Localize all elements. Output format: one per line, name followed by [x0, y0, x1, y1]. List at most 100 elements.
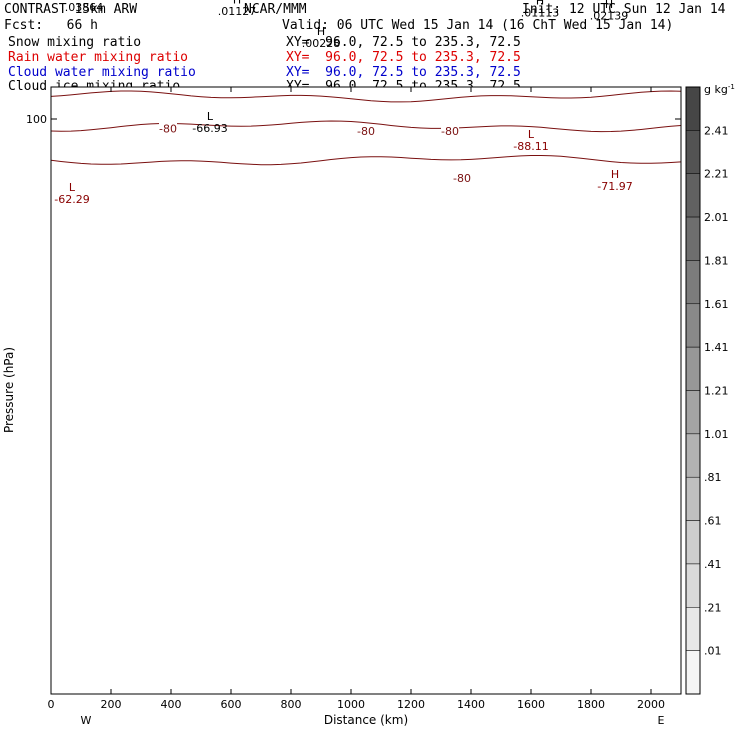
- init-time: Init: 12 UTC Sun 12 Jan 14: [522, 2, 726, 17]
- colorbar-tick-label: 2.01: [704, 211, 729, 224]
- colorbar-unit-base: g kg: [704, 83, 728, 96]
- x-tick-label: 1600: [517, 698, 545, 711]
- plot-frame: [50, 86, 682, 695]
- valid-time: Valid: 06 UTC Wed 15 Jan 14 (16 ChT Wed …: [282, 18, 674, 33]
- colorbar-tick-label: .21: [704, 601, 722, 614]
- colorbar-unit: g kg-1: [704, 83, 735, 96]
- west-endpoint: W: [81, 714, 92, 727]
- extremum-kind: H: [605, 0, 613, 11]
- y-tick-label: 100: [26, 113, 47, 126]
- colorbar-box: [685, 346, 701, 391]
- colorbar-tick-label: 1.41: [704, 341, 729, 354]
- colorbar-tick-label: 1.21: [704, 385, 729, 398]
- colorbar-frame: [685, 86, 701, 695]
- x-tick-label: 1200: [397, 698, 425, 711]
- colorbar-tick-label: 2.21: [704, 168, 729, 181]
- isotherm-label: -80: [453, 172, 471, 185]
- extremum-kind: H: [233, 0, 241, 6]
- extremum-value: .01113: [521, 7, 560, 20]
- field-rain-xy: XY= 96.0, 72.5 to 235.3, 72.5: [286, 50, 521, 65]
- colorbar-tick-label: .01: [704, 645, 722, 658]
- isotherm-label: -80: [159, 123, 177, 136]
- colorbar-box: [685, 216, 701, 261]
- x-tick-label: 200: [101, 698, 122, 711]
- extremum-value: -71.97: [597, 180, 632, 193]
- isotherm-line: [51, 120, 681, 133]
- extremum-kind: H: [536, 0, 544, 8]
- colorbar-tick-label: 1.61: [704, 298, 729, 311]
- extremum-kind: L: [528, 128, 535, 141]
- isotherm-line: [51, 155, 681, 166]
- colorbar-tick-label: .61: [704, 515, 722, 528]
- extremum-value: .00228: [302, 37, 341, 50]
- isotherm-label: -80: [441, 125, 459, 138]
- extremum-value: -66.93: [192, 122, 227, 135]
- isotherm-line: [51, 61, 681, 72]
- extremum-kind: L: [207, 110, 214, 123]
- colorbar-box: [685, 130, 701, 174]
- field-cloudwater-name: Cloud water mixing ratio: [8, 65, 196, 80]
- isotherm-line: [51, 90, 681, 103]
- x-tick-label: 1800: [577, 698, 605, 711]
- east-endpoint: E: [658, 714, 665, 727]
- x-tick-label: 1000: [337, 698, 365, 711]
- isotherm-label-bg: [453, 171, 471, 183]
- x-tick-label: 2000: [637, 698, 665, 711]
- isotherm-line: [51, 35, 681, 44]
- colorbar-tick-label: 2.41: [704, 124, 729, 137]
- colorbar-box: [685, 86, 701, 131]
- center-name: NCAR/MMM: [244, 2, 307, 17]
- colorbar-tick-label: .81: [704, 471, 722, 484]
- colorbar-box: [685, 650, 701, 695]
- extremum-kind: H: [80, 0, 88, 2]
- hydrometeor-contours: [60, 0, 681, 86]
- colorbar-box: [685, 520, 701, 565]
- colorbar-box: [685, 173, 701, 218]
- isotherm-label-bg: [357, 125, 375, 137]
- contour-labels: -80-80-80-80-50-50-50-40-40-40-30-30-30-…: [159, 122, 471, 185]
- colorbar-tick-label: 1.81: [704, 254, 729, 267]
- isotherm-line: [51, 15, 681, 24]
- x-axis-title: Distance (km): [324, 713, 408, 727]
- x-axis: 0 200 400 600 800 1000 1200 1400 1600 1800 2000: [48, 87, 665, 711]
- colorbar-tick-label: 1.01: [704, 428, 729, 441]
- extremum-kind: H: [317, 25, 325, 38]
- colorbar-box: [685, 563, 701, 608]
- colorbar-box: [685, 303, 701, 348]
- colorbar-box: [685, 390, 701, 435]
- colorbar-box: [685, 607, 701, 651]
- extrema-labels: L-62.29L-66.93L-88.11H-71.97H.03864H.011…: [54, 0, 632, 206]
- isotherm-label-bg: [441, 125, 459, 137]
- colorbar-box: [685, 433, 701, 478]
- y-axis-title: Pressure (hPa): [2, 347, 16, 433]
- extremum-value: -88.11: [513, 140, 548, 153]
- extremum-kind: L: [69, 181, 76, 194]
- x-tick-label: 600: [221, 698, 242, 711]
- colorbar: 2.41 2.21 2.01 1.81 1.61 1.41 1.21 1.01 .81 .61 .4…: [685, 83, 735, 695]
- isotherm-contours: [51, 15, 681, 166]
- field-snow-name: Snow mixing ratio: [8, 35, 142, 50]
- model-name: CONTRAST 15km ARW: [4, 2, 138, 17]
- colorbar-box: [685, 260, 701, 305]
- extremum-value: .02139: [590, 10, 629, 23]
- x-tick-label: 400: [161, 698, 182, 711]
- colorbar-unit-exp: -1: [728, 83, 735, 91]
- isotherm-label-bg: [159, 122, 177, 134]
- x-tick-label: 0: [48, 698, 55, 711]
- extremum-value: .01127: [218, 5, 257, 18]
- colorbar-box: [685, 476, 701, 521]
- forecast-hour: Fcst: 66 h: [4, 18, 98, 33]
- field-rain-name: Rain water mixing ratio: [8, 50, 189, 65]
- extremum-value: .03864: [65, 1, 104, 14]
- x-tick-label: 800: [281, 698, 302, 711]
- extremum-value: -62.29: [54, 193, 89, 206]
- x-tick-label: 1400: [457, 698, 485, 711]
- colorbar-tick-label: .41: [704, 558, 722, 571]
- isotherm-label: -80: [357, 125, 375, 138]
- field-snow-xy: XY= 96.0, 72.5 to 235.3, 72.5: [286, 35, 521, 50]
- extremum-kind: H: [611, 168, 619, 181]
- plot-area: [51, 87, 681, 694]
- y-axis: 1002003004005006007008009001000: [26, 113, 681, 126]
- field-cloudwater-xy: XY= 96.0, 72.5 to 235.3, 72.5: [286, 65, 521, 80]
